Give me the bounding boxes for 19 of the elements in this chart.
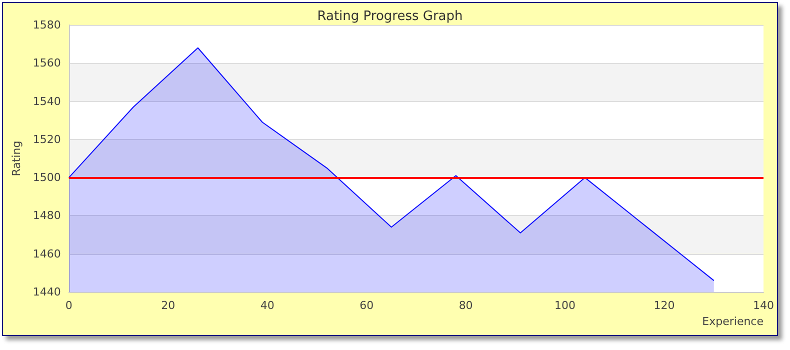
x-tick-label: 60 xyxy=(360,299,374,312)
y-tick-label: 1440 xyxy=(32,286,61,298)
x-axis-title: Experience xyxy=(702,315,764,328)
chart-title: Rating Progress Graph xyxy=(317,9,463,24)
x-tick-label: 100 xyxy=(554,299,576,312)
x-tick-label: 120 xyxy=(654,299,675,312)
y-tick-label: 1520 xyxy=(32,132,61,146)
y-tick-label: 1480 xyxy=(32,209,61,222)
x-tick-label: 0 xyxy=(65,299,72,312)
x-tick-label: 80 xyxy=(458,299,473,312)
x-tick-label: 20 xyxy=(161,299,176,312)
y-tick-label: 1500 xyxy=(32,171,61,184)
x-tick-label: 40 xyxy=(260,299,274,312)
y-tick-label: 1560 xyxy=(32,56,61,70)
y-axis-title: Rating xyxy=(10,140,23,176)
y-tick-label: 1580 xyxy=(32,18,61,32)
y-tick-label: 1460 xyxy=(32,247,61,260)
x-tick-label: 140 xyxy=(753,299,774,312)
y-tick-label: 1540 xyxy=(32,94,61,108)
